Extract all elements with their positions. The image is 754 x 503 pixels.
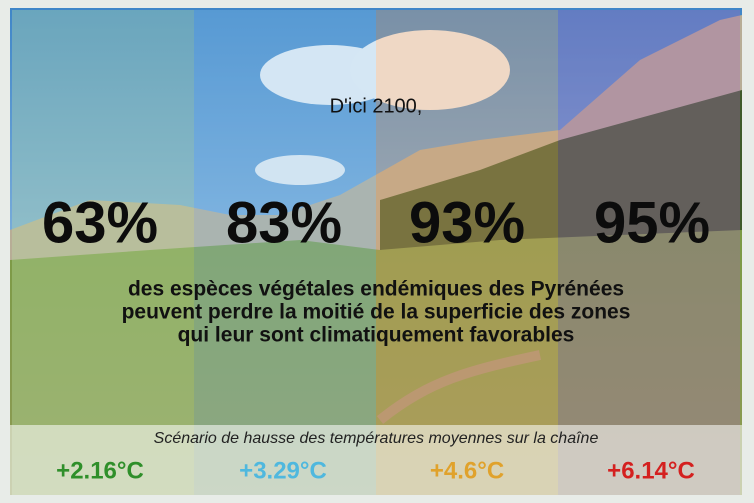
scenario: Scénario de hausse des températures moye… (154, 430, 599, 447)
title: D'ici 2100, (330, 95, 423, 117)
tint-overlays (12, 10, 740, 495)
caption-line: qui leur sont climatiquement favorables (178, 324, 575, 347)
columns: 63% +2.16°C 83% +3.29°C 93% +4.6°C 95% +6.14°C (42, 190, 710, 484)
footer-band (10, 425, 742, 495)
temperature: +2.16°C (56, 457, 144, 484)
percent: 93% (409, 190, 525, 255)
percent: 83% (226, 190, 342, 255)
percent: 95% (594, 190, 710, 255)
temperature: +4.6°C (430, 457, 504, 484)
caption-line: peuvent perdre la moitié de la superfici… (122, 301, 631, 324)
caption-line: des espèces végétales endémiques des Pyr… (128, 278, 624, 301)
temperature: +3.29°C (239, 457, 327, 484)
temperature: +6.14°C (607, 457, 695, 484)
percent: 63% (42, 190, 158, 255)
